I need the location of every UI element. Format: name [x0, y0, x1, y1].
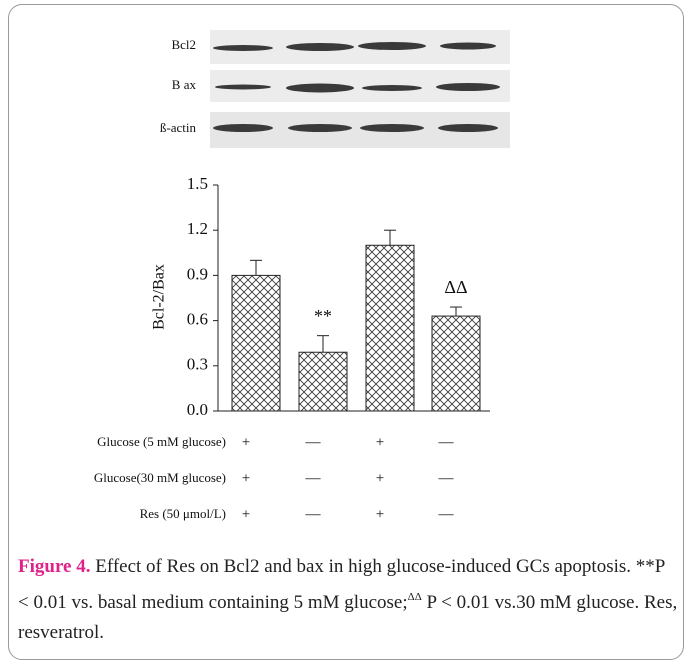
caption-text: Effect of Res on Bcl2 and bax in high gl…: [18, 556, 665, 613]
condition-mark: —: [438, 470, 455, 486]
caption-text: P < 0.01 vs.30 mM glucose. Res, resverat…: [18, 592, 678, 643]
condition-mark: —: [438, 434, 455, 450]
condition-label: Res (50 μmol/L): [140, 506, 226, 521]
condition-mark: —: [305, 506, 322, 522]
condition-mark: +: [376, 506, 384, 522]
bar: [431, 315, 481, 412]
condition-label: Glucose(30 mM glucose): [94, 470, 226, 485]
blot-label: B ax: [172, 77, 197, 92]
y-tick-label: 0.9: [187, 264, 208, 283]
bar: [231, 274, 281, 412]
bar: [298, 351, 348, 412]
condition-mark: +: [242, 470, 250, 486]
condition-mark: —: [305, 434, 322, 450]
y-tick-label: 0.6: [187, 310, 208, 329]
blot-label: ß-actin: [160, 120, 197, 135]
significance-label: **: [314, 306, 332, 326]
condition-mark: +: [376, 434, 384, 450]
blot-label: Bcl2: [171, 37, 196, 52]
y-tick-label: 1.5: [187, 174, 208, 193]
figure-label: Figure 4.: [18, 556, 91, 577]
condition-mark: +: [376, 470, 384, 486]
y-tick-label: 1.2: [187, 219, 208, 238]
significance-label: ΔΔ: [444, 277, 467, 297]
y-tick-label: 0.0: [187, 400, 208, 419]
figure: Bcl2 B ax ß-actin Bcl-2/Bax 0.0 0.3 0.6 0.9…: [94, 30, 510, 522]
y-axis-title: Bcl-2/Bax: [151, 264, 168, 330]
figure-frame: [8, 4, 684, 660]
caption-superscript: ΔΔ: [407, 591, 422, 603]
caption: Figure 4. Effect of Res on Bcl2 and bax …: [18, 552, 680, 648]
condition-mark: —: [305, 470, 322, 486]
condition-mark: —: [438, 506, 455, 522]
y-tick-label: 0.3: [187, 355, 208, 374]
condition-label: Glucose (5 mM glucose): [97, 434, 226, 449]
condition-mark: +: [242, 434, 250, 450]
condition-mark: +: [242, 506, 250, 522]
western-blots: Bcl2 B ax ß-actin: [160, 30, 510, 148]
bar: [365, 244, 415, 412]
